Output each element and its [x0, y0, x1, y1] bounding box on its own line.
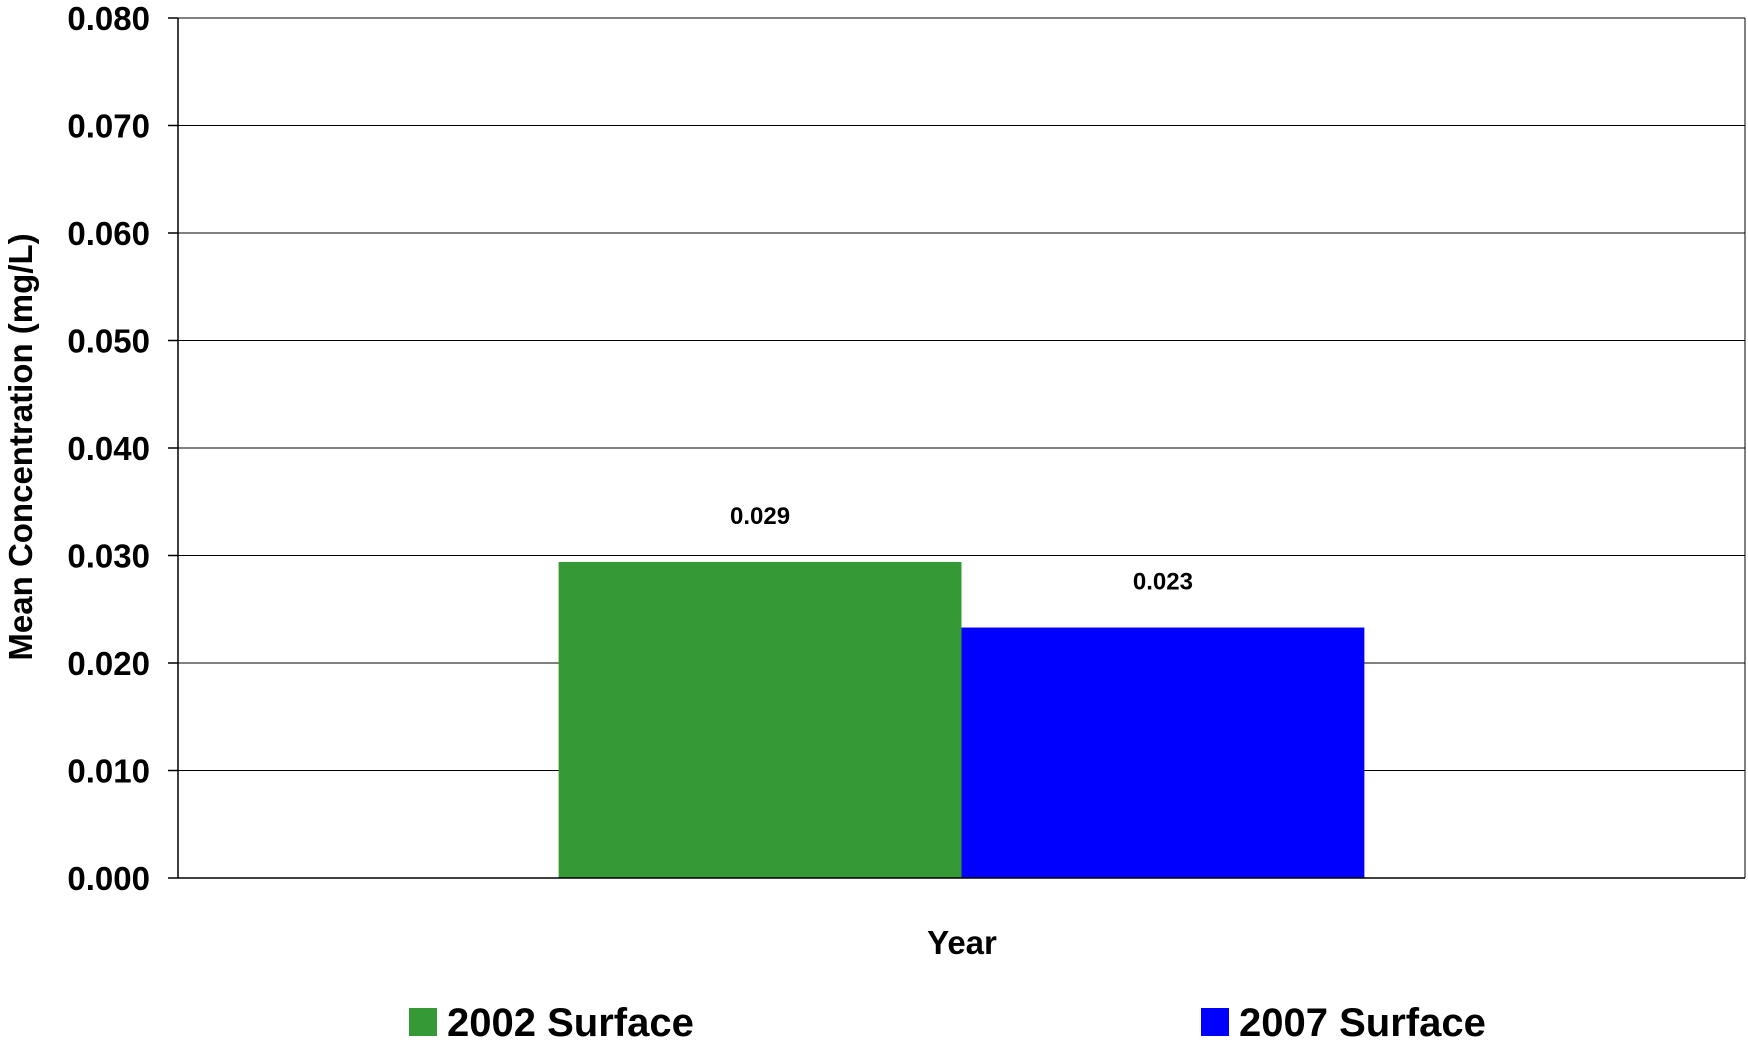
data-label: 0.023 — [1133, 569, 1193, 596]
legend-swatch — [409, 1008, 437, 1036]
y-tick-label: 0.020 — [67, 645, 150, 682]
y-tick-labels: 0.000 0.010 0.020 0.030 0.040 0.050 0.060 0.070… — [67, 0, 150, 897]
y-tick-label: 0.080 — [67, 0, 150, 37]
y-tick-label: 0.000 — [67, 860, 150, 897]
y-tick-label: 0.040 — [67, 430, 150, 467]
data-label: 0.029 — [730, 503, 790, 530]
bar-2002-surface — [558, 561, 962, 878]
legend-label: 2007 Surface — [1239, 1001, 1486, 1045]
data-labels: 0.029 0.023 — [730, 503, 1193, 596]
gridlines — [178, 17, 1745, 771]
legend-label: 2002 Surface — [447, 1001, 694, 1045]
axes — [168, 17, 1746, 879]
y-tick-label: 0.070 — [67, 108, 150, 145]
legend: 2002 Surface 2007 Surface — [409, 1001, 1486, 1045]
y-tick-label: 0.050 — [67, 323, 150, 360]
bars — [558, 561, 1365, 878]
y-tick-label: 0.010 — [67, 753, 150, 790]
y-tick-label: 0.060 — [67, 215, 150, 252]
y-axis-title: Mean Concentration (mg/L) — [2, 233, 39, 660]
x-axis-title: Year — [927, 924, 997, 961]
legend-swatch — [1201, 1008, 1229, 1036]
bar-2007-surface — [961, 627, 1365, 878]
y-tick-label: 0.030 — [67, 538, 150, 575]
